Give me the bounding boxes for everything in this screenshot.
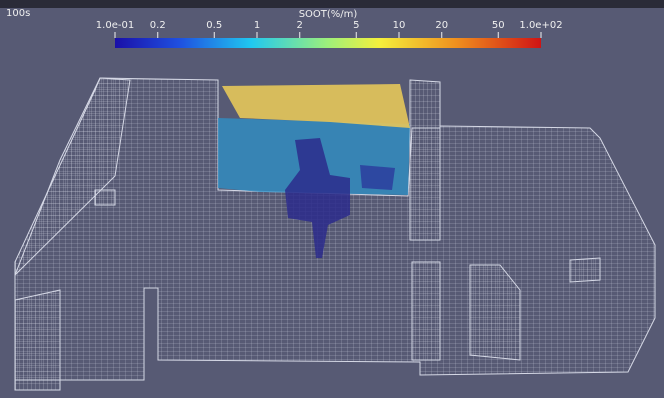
colorbar-title: SOOT(%/m) [299,9,358,20]
colorbar-tick-label: 0.5 [206,20,222,31]
render-view: 100s SOOT(%/m) 1.0e-01 0.2 0.5 1 2 5 10 20 50 1.0… [0,0,664,398]
scene: 100s SOOT(%/m) 1.0e-01 0.2 0.5 1 2 5 10 20 50 1.0… [0,0,664,398]
colorbar [115,38,541,48]
colorbar-tick-label: 1.0e+02 [519,20,562,31]
colorbar-tick-label: 1.0e-01 [96,20,134,31]
top-strip [0,0,664,8]
colorbar-tick-label: 1 [254,20,260,31]
colorbar-tick-label: 50 [492,20,505,31]
colorbar-tick-label: 0.2 [150,20,166,31]
colorbar-tick-label: 10 [393,20,406,31]
colorbar-tick-label: 20 [435,20,448,31]
colorbar-tick-label: 2 [297,20,303,31]
colorbar-tick-label: 5 [353,20,359,31]
time-label: 100s [6,8,30,19]
